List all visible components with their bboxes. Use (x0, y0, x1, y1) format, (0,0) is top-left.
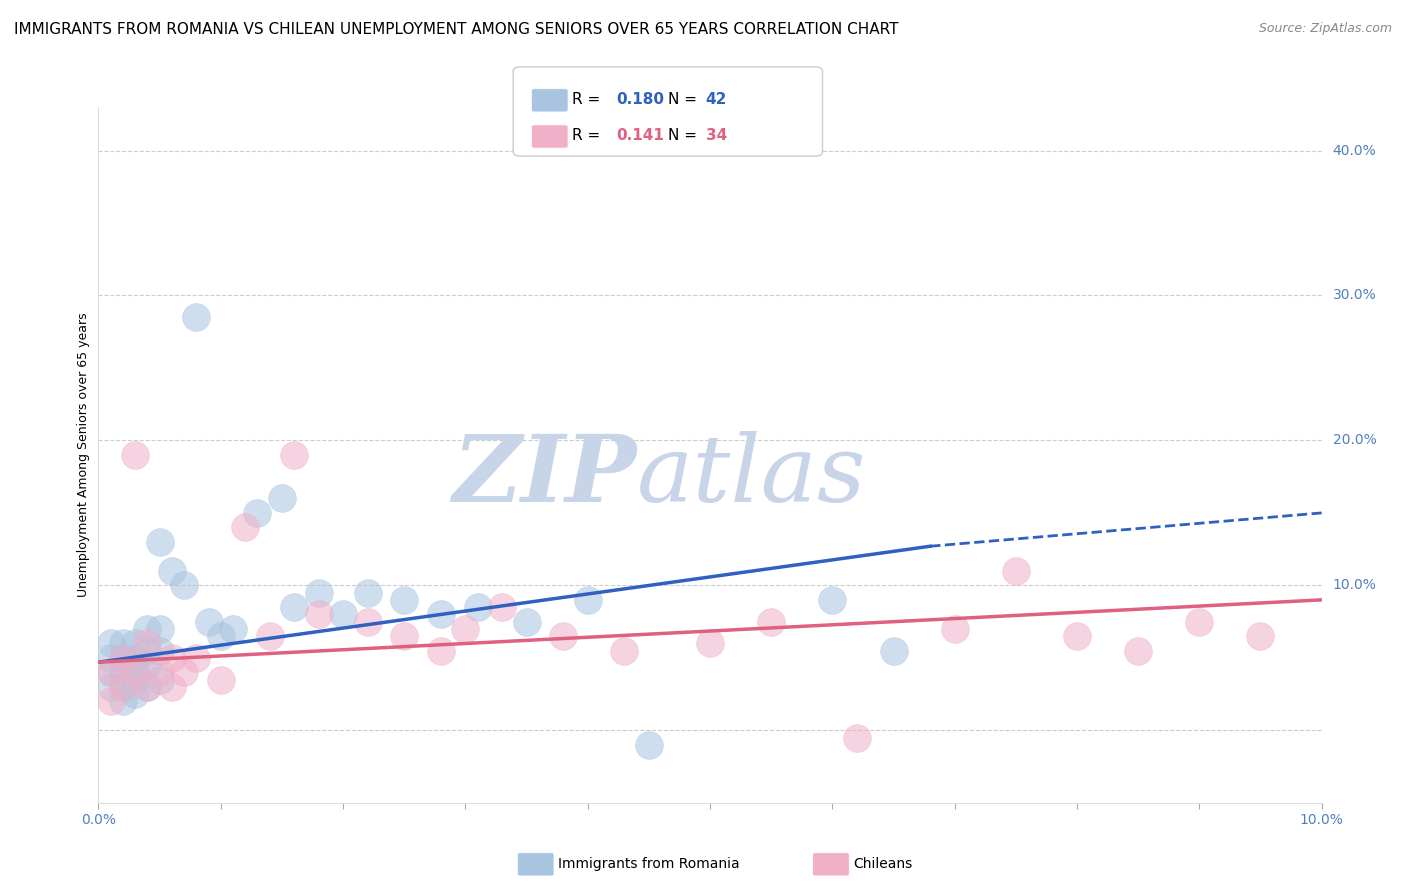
Text: IMMIGRANTS FROM ROMANIA VS CHILEAN UNEMPLOYMENT AMONG SENIORS OVER 65 YEARS CORR: IMMIGRANTS FROM ROMANIA VS CHILEAN UNEMP… (14, 22, 898, 37)
Point (883, 643, 905, 657)
Point (356, 585, 378, 599)
Point (186, 651, 208, 665)
Point (100, 665, 122, 680)
Point (821, 592, 844, 607)
Point (270, 491, 292, 506)
Point (160, 651, 183, 665)
Text: 0.180: 0.180 (616, 92, 664, 107)
Point (1066, 629, 1088, 643)
Point (209, 673, 232, 687)
Point (613, 643, 636, 657)
Point (124, 665, 146, 680)
Point (1128, 643, 1150, 657)
Point (149, 643, 172, 657)
Point (173, 665, 195, 680)
Point (111, 694, 134, 708)
Point (124, 636, 146, 650)
Point (197, 615, 219, 629)
Text: R =: R = (572, 128, 606, 143)
Point (1249, 629, 1271, 643)
Text: 42: 42 (706, 92, 727, 107)
Point (136, 680, 159, 694)
Point (100, 694, 122, 708)
Text: 30.0%: 30.0% (1333, 288, 1376, 302)
Point (392, 629, 416, 643)
Point (259, 629, 281, 643)
Point (124, 651, 146, 665)
Point (943, 622, 966, 636)
Point (173, 578, 195, 592)
Point (491, 600, 513, 615)
Point (233, 520, 256, 534)
Text: 40.0%: 40.0% (1333, 144, 1376, 158)
Point (111, 636, 134, 650)
Point (454, 622, 477, 636)
Point (1004, 564, 1026, 578)
Text: 20.0%: 20.0% (1333, 434, 1376, 448)
Point (553, 629, 575, 643)
Point (392, 592, 416, 607)
Point (209, 629, 232, 643)
Y-axis label: Unemployment Among Seniors over 65 years: Unemployment Among Seniors over 65 years (77, 312, 90, 598)
Point (356, 615, 378, 629)
Point (149, 673, 172, 687)
Point (699, 636, 721, 650)
Point (136, 622, 159, 636)
Point (283, 448, 305, 462)
Point (283, 600, 305, 615)
Point (136, 636, 159, 650)
Point (111, 680, 134, 694)
Point (136, 658, 159, 673)
Point (186, 310, 208, 325)
Point (576, 592, 599, 607)
Point (222, 622, 245, 636)
Point (332, 607, 354, 622)
Point (467, 600, 489, 615)
Text: 0.141: 0.141 (616, 128, 664, 143)
Point (100, 636, 122, 650)
Point (100, 651, 122, 665)
Point (149, 534, 172, 549)
Point (124, 673, 146, 687)
Point (1188, 615, 1211, 629)
Point (430, 607, 453, 622)
Point (124, 665, 146, 680)
Point (160, 564, 183, 578)
Point (111, 651, 134, 665)
Point (308, 585, 330, 599)
Point (149, 665, 172, 680)
Point (136, 643, 159, 657)
Point (516, 615, 538, 629)
Point (100, 680, 122, 694)
Text: N =: N = (668, 128, 702, 143)
Text: Immigrants from Romania: Immigrants from Romania (558, 857, 740, 871)
Point (430, 643, 453, 657)
Point (100, 665, 122, 680)
Point (149, 622, 172, 636)
Text: Source: ZipAtlas.com: Source: ZipAtlas.com (1258, 22, 1392, 36)
Point (111, 680, 134, 694)
Text: ZIP: ZIP (453, 431, 637, 521)
Point (136, 680, 159, 694)
Point (637, 738, 661, 752)
Point (845, 731, 868, 745)
Point (111, 651, 134, 665)
Text: Chileans: Chileans (853, 857, 912, 871)
Text: N =: N = (668, 92, 702, 107)
Point (111, 665, 134, 680)
Point (160, 680, 183, 694)
Point (124, 687, 146, 701)
Point (124, 448, 146, 462)
Text: R =: R = (572, 92, 606, 107)
Text: 10.0%: 10.0% (1333, 578, 1376, 592)
Point (246, 506, 269, 520)
Point (759, 615, 782, 629)
Text: atlas: atlas (637, 431, 866, 521)
Text: 34: 34 (706, 128, 727, 143)
Point (308, 607, 330, 622)
